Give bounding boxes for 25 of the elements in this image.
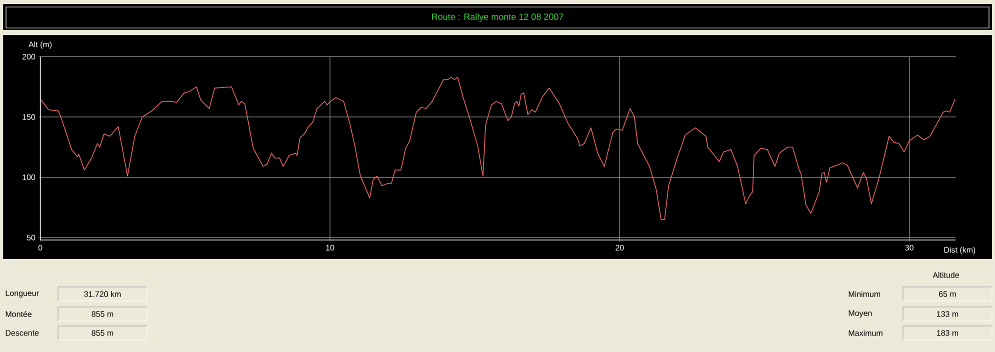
y-tick-label: 150: [22, 114, 36, 120]
x-tick-label: 10: [326, 244, 334, 251]
y-tick-label: 50: [26, 234, 36, 240]
line-series: [40, 76, 956, 220]
y-tick-label: 200: [22, 54, 36, 60]
text: 183 m: [936, 330, 958, 336]
text: 855 m: [92, 311, 114, 317]
text: Montée: [6, 310, 32, 317]
text: Minimum: [848, 291, 880, 297]
y-tick-label: 100: [22, 174, 36, 180]
text: 133 m: [936, 311, 958, 317]
text: 65 m: [939, 291, 956, 297]
text: Longueur: [6, 290, 39, 298]
text: Altitude: [932, 272, 959, 278]
y-axis-title: Alt (m): [28, 41, 52, 49]
x-tick-label: 20: [616, 244, 624, 251]
x-tick-label: 0: [38, 244, 42, 251]
chart-title: Route : Rallye monte 12 08 2007: [432, 13, 564, 22]
text: Descente: [6, 330, 39, 336]
text: Maximum: [848, 330, 882, 336]
text: Moyen: [848, 310, 872, 318]
text: 855 m: [92, 330, 114, 336]
x-axis-title: Dist (km): [944, 246, 976, 254]
x-tick-label: 30: [905, 244, 914, 251]
text: 31.720 km: [84, 291, 121, 297]
